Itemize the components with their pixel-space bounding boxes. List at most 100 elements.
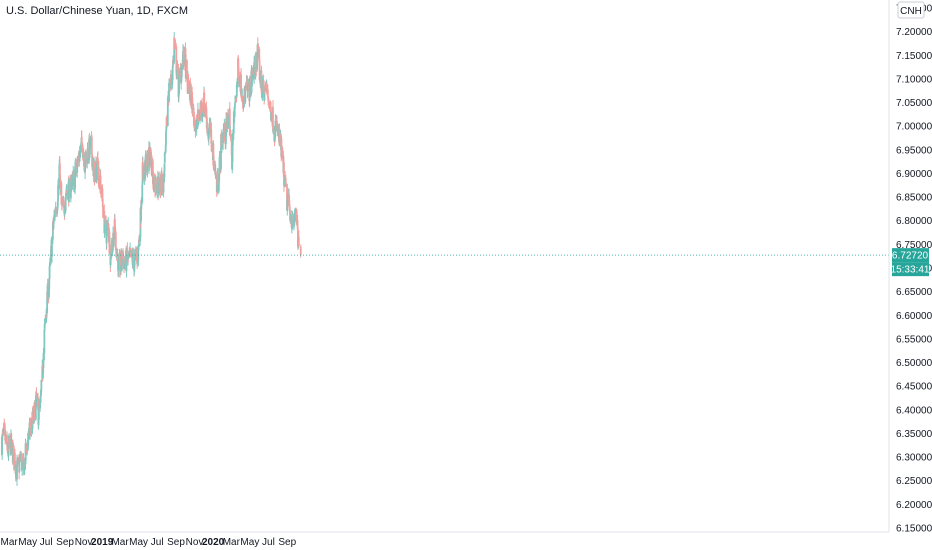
candle-body: [146, 152, 149, 166]
price-tick-label: 6.75000: [896, 240, 932, 251]
candle: [129, 250, 132, 253]
candle-body: [99, 176, 102, 185]
candle-body: [266, 89, 269, 95]
time-tick-label: Nov: [186, 537, 204, 548]
candle: [159, 174, 162, 198]
price-axis[interactable]: 6.15000 6.20000 6.25000 6.30000 6.35000 6.400…: [888, 0, 932, 535]
candle: [23, 459, 26, 476]
candle-body: [274, 120, 277, 125]
candle-body: [59, 180, 62, 184]
candle: [46, 278, 49, 304]
candle: [123, 256, 126, 270]
candle-body: [117, 259, 120, 271]
candle-body: [23, 460, 26, 475]
candle: [240, 84, 243, 102]
candle: [148, 142, 151, 169]
candle-body: [227, 117, 230, 126]
candle: [248, 75, 251, 85]
candle-body: [192, 107, 195, 111]
candle-body: [132, 252, 135, 264]
candle-body: [217, 182, 220, 192]
candle-body: [105, 220, 107, 237]
candle: [17, 456, 19, 465]
candle: [146, 149, 149, 169]
candle-body: [255, 58, 257, 67]
candle-layer: [0, 32, 302, 486]
candle-body: [189, 82, 192, 104]
candle-body: [255, 65, 258, 71]
candle: [244, 82, 247, 91]
candle-body: [63, 210, 66, 215]
candle-body: [163, 163, 166, 178]
candle-body: [74, 162, 77, 167]
price-tick-label: 6.20000: [896, 500, 932, 511]
candle: [293, 208, 296, 225]
candle-body: [258, 60, 261, 81]
candle: [121, 249, 124, 272]
candle-body: [217, 190, 219, 192]
candle: [255, 63, 258, 77]
candle: [134, 248, 136, 260]
candle-body: [122, 251, 125, 265]
candle-body: [280, 145, 283, 153]
candle-body: [251, 71, 253, 87]
candle-body: [10, 439, 13, 448]
candle-body: [166, 97, 169, 127]
candle-body: [126, 248, 129, 256]
candle-body: [274, 125, 277, 139]
candle: [63, 205, 66, 218]
candle-body: [163, 152, 166, 163]
candle: [151, 159, 153, 176]
price-tick-label: 6.80000: [896, 216, 932, 227]
candle-body: [165, 131, 167, 146]
price-tick-label: 6.25000: [896, 476, 932, 487]
candle: [68, 178, 70, 203]
candle-body: [86, 149, 89, 159]
candle-body: [202, 109, 204, 113]
candle: [191, 92, 194, 117]
candle: [276, 122, 279, 132]
candle-body: [39, 397, 42, 403]
candle-body: [210, 129, 213, 145]
candle: [112, 234, 115, 247]
time-tick-label: May: [18, 537, 37, 548]
candle: [106, 219, 109, 231]
candle-body: [180, 64, 183, 78]
price-tick-label: 6.65000: [896, 287, 932, 298]
candle-body: [117, 255, 119, 271]
candle-body: [144, 154, 147, 176]
candle-body: [119, 254, 121, 272]
countdown-label: 15:33:41: [891, 265, 930, 276]
candle-body: [175, 46, 178, 73]
price-tick-label: 7.00000: [896, 122, 932, 133]
candle-body: [138, 239, 141, 243]
candle-body: [242, 102, 245, 105]
candle-body: [233, 106, 236, 117]
candle: [236, 78, 239, 93]
candle: [261, 75, 264, 94]
currency-button[interactable]: CNH: [897, 1, 925, 19]
candle-body: [207, 132, 210, 139]
candle-body: [208, 123, 211, 130]
candle-body: [281, 153, 284, 160]
candle-body: [12, 445, 15, 465]
candle-body: [83, 155, 85, 167]
candle: [295, 208, 298, 226]
candle-body: [46, 291, 49, 314]
candle: [34, 400, 36, 421]
candle: [12, 445, 15, 471]
candle: [189, 77, 192, 106]
candle-body: [3, 423, 6, 427]
candle: [251, 67, 253, 93]
candle: [48, 257, 51, 273]
candle-body: [191, 98, 194, 110]
candle-body: [203, 92, 206, 112]
time-tick-label: Jul: [40, 537, 53, 548]
candle-body: [75, 162, 78, 170]
candle: [153, 176, 156, 193]
price-tick-label: 7.20000: [896, 27, 932, 38]
last-price-label: 6.72720: [892, 251, 929, 262]
candle-body: [140, 210, 142, 222]
